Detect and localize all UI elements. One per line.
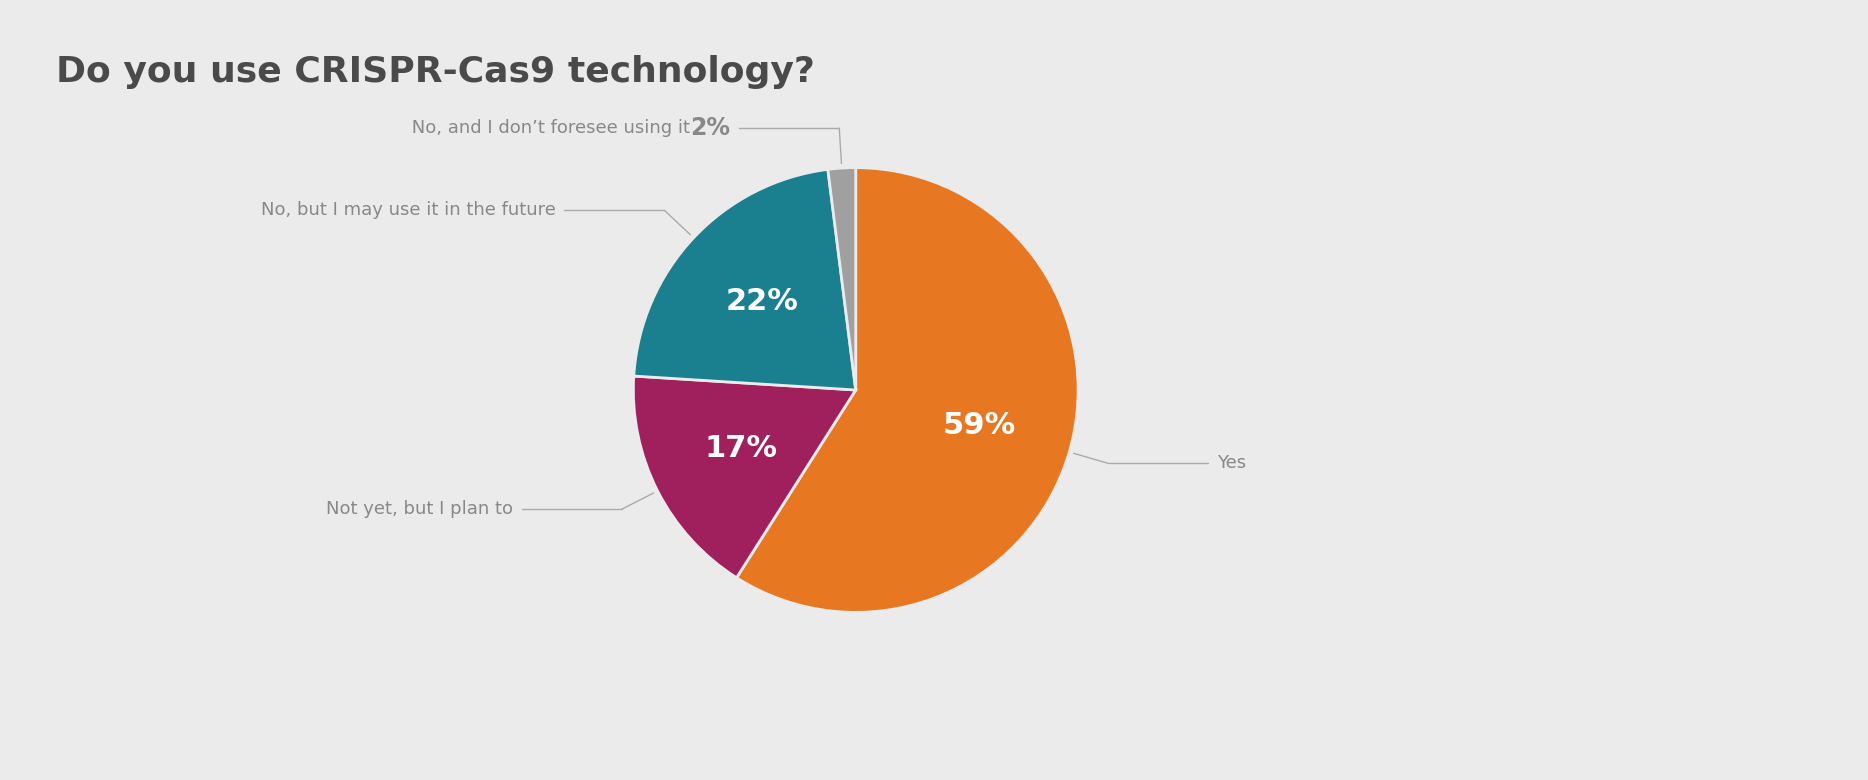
Wedge shape xyxy=(633,376,856,578)
Wedge shape xyxy=(828,168,856,390)
Text: No, and I don’t foresee using it: No, and I don’t foresee using it xyxy=(405,119,691,137)
Text: 2%: 2% xyxy=(691,116,730,140)
Wedge shape xyxy=(736,168,1078,612)
Text: Yes: Yes xyxy=(1216,454,1246,472)
Wedge shape xyxy=(633,169,856,390)
Text: Do you use CRISPR-Cas9 technology?: Do you use CRISPR-Cas9 technology? xyxy=(56,55,814,89)
Text: 22%: 22% xyxy=(725,287,798,316)
Text: Not yet, but I plan to: Not yet, but I plan to xyxy=(325,500,514,518)
Text: 17%: 17% xyxy=(704,434,777,463)
Text: No, but I may use it in the future: No, but I may use it in the future xyxy=(262,201,555,219)
Text: 59%: 59% xyxy=(943,412,1016,441)
